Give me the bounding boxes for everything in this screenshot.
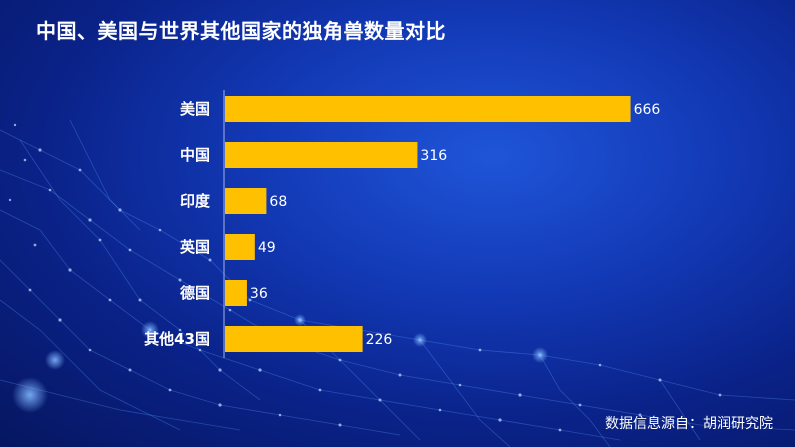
source-note: 数据信息源自：胡润研究院 [605, 416, 773, 432]
value-label: 49 [258, 240, 276, 256]
category-label: 英国 [180, 238, 210, 256]
category-label: 中国 [180, 146, 210, 164]
bar [225, 188, 267, 214]
bar [225, 280, 247, 306]
value-label: 68 [269, 194, 287, 210]
value-label: 316 [420, 148, 447, 164]
bar [225, 142, 418, 168]
page-title: 中国、美国与世界其他国家的独角兽数量对比 [36, 19, 446, 43]
category-label: 印度 [180, 192, 211, 210]
category-label: 德国 [180, 284, 210, 302]
category-label: 其他43国 [144, 330, 210, 348]
category-label: 美国 [180, 100, 210, 118]
bar [225, 234, 255, 260]
value-label: 36 [250, 286, 268, 302]
value-label: 666 [634, 102, 661, 118]
bar [225, 96, 631, 122]
value-label: 226 [366, 332, 393, 348]
bar [225, 326, 363, 352]
